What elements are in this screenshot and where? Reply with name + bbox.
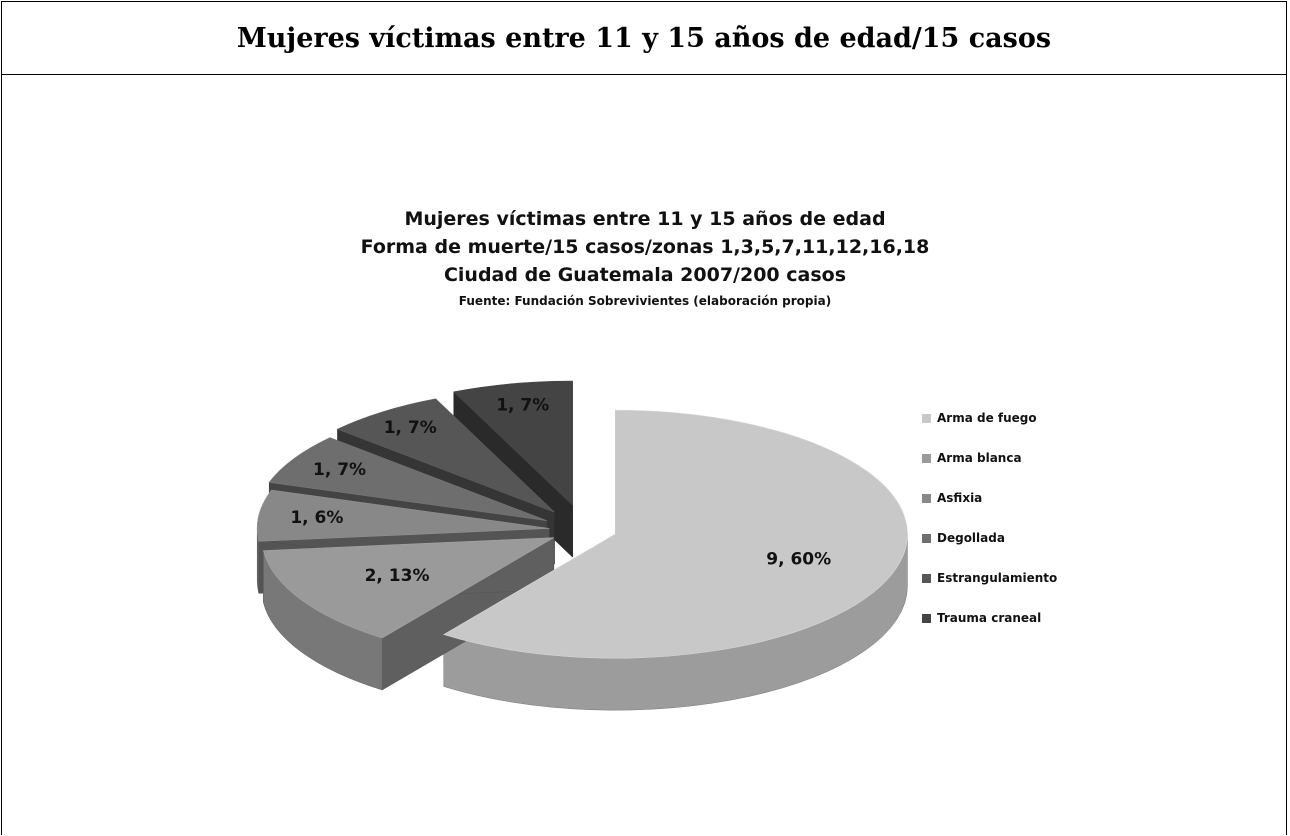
chart-title-block: Mujeres víctimas entre 11 y 15 años de e… — [0, 205, 1290, 311]
chart-legend: Arma de fuego Arma blanca Asfixia Degollada… — [922, 398, 1057, 638]
legend-swatch — [922, 613, 931, 623]
data-label-degollada: 1, 7% — [313, 460, 366, 480]
legend-item-trauma-craneal: Trauma craneal — [922, 598, 1057, 638]
slice-estrangulamiento — [336, 398, 555, 513]
legend-label: Asfixia — [937, 491, 983, 505]
slice-trauma-craneal — [453, 380, 573, 506]
legend-label: Arma blanca — [937, 451, 1022, 465]
chart-subtitle-1: Forma de muerte/15 casos/zonas 1,3,5,7,1… — [360, 236, 930, 258]
chart-title: Mujeres víctimas entre 11 y 15 años de e… — [404, 208, 886, 230]
chart-subtitle-2: Ciudad de Guatemala 2007/200 casos — [443, 264, 847, 286]
slice-arma-blanca — [263, 537, 554, 639]
legend-swatch — [922, 453, 931, 463]
legend-label: Estrangulamiento — [937, 571, 1058, 585]
legend-label: Degollada — [937, 531, 1005, 545]
legend-swatch — [922, 493, 931, 503]
page-header: Mujeres víctimas entre 11 y 15 años de e… — [2, 2, 1286, 75]
slice-asfixia — [256, 489, 550, 542]
legend-item-arma-blanca: Arma blanca — [922, 438, 1057, 478]
legend-item-degollada: Degollada — [922, 518, 1057, 558]
legend-item-arma-de-fuego: Arma de fuego — [922, 398, 1057, 438]
legend-label: Arma de fuego — [937, 411, 1037, 425]
pie-data-labels: 9, 60% 2, 13% 1, 6% 1, 7% 1, 7% 1, 7% — [290, 396, 831, 586]
legend-swatch — [922, 573, 931, 583]
slice-arma-de-fuego — [443, 409, 908, 659]
legend-item-estrangulamiento: Estrangulamiento — [922, 558, 1057, 598]
data-label-trauma-craneal: 1, 7% — [496, 396, 549, 416]
legend-swatch — [922, 413, 931, 423]
legend-item-asfixia: Asfixia — [922, 478, 1057, 518]
data-label-arma-de-fuego: 9, 60% — [766, 549, 831, 569]
chart-source: Fuente: Fundación Sobrevivientes (elabor… — [458, 294, 832, 308]
legend-swatch — [922, 533, 931, 543]
pie-tops — [256, 380, 908, 659]
legend-label: Trauma craneal — [937, 611, 1042, 625]
data-label-asfixia: 1, 6% — [290, 508, 343, 528]
slice-degollada — [268, 437, 548, 521]
data-label-arma-blanca: 2, 13% — [365, 566, 430, 586]
page-title: Mujeres víctimas entre 11 y 15 años de e… — [236, 22, 1052, 54]
data-label-estrangulamiento: 1, 7% — [384, 418, 437, 438]
